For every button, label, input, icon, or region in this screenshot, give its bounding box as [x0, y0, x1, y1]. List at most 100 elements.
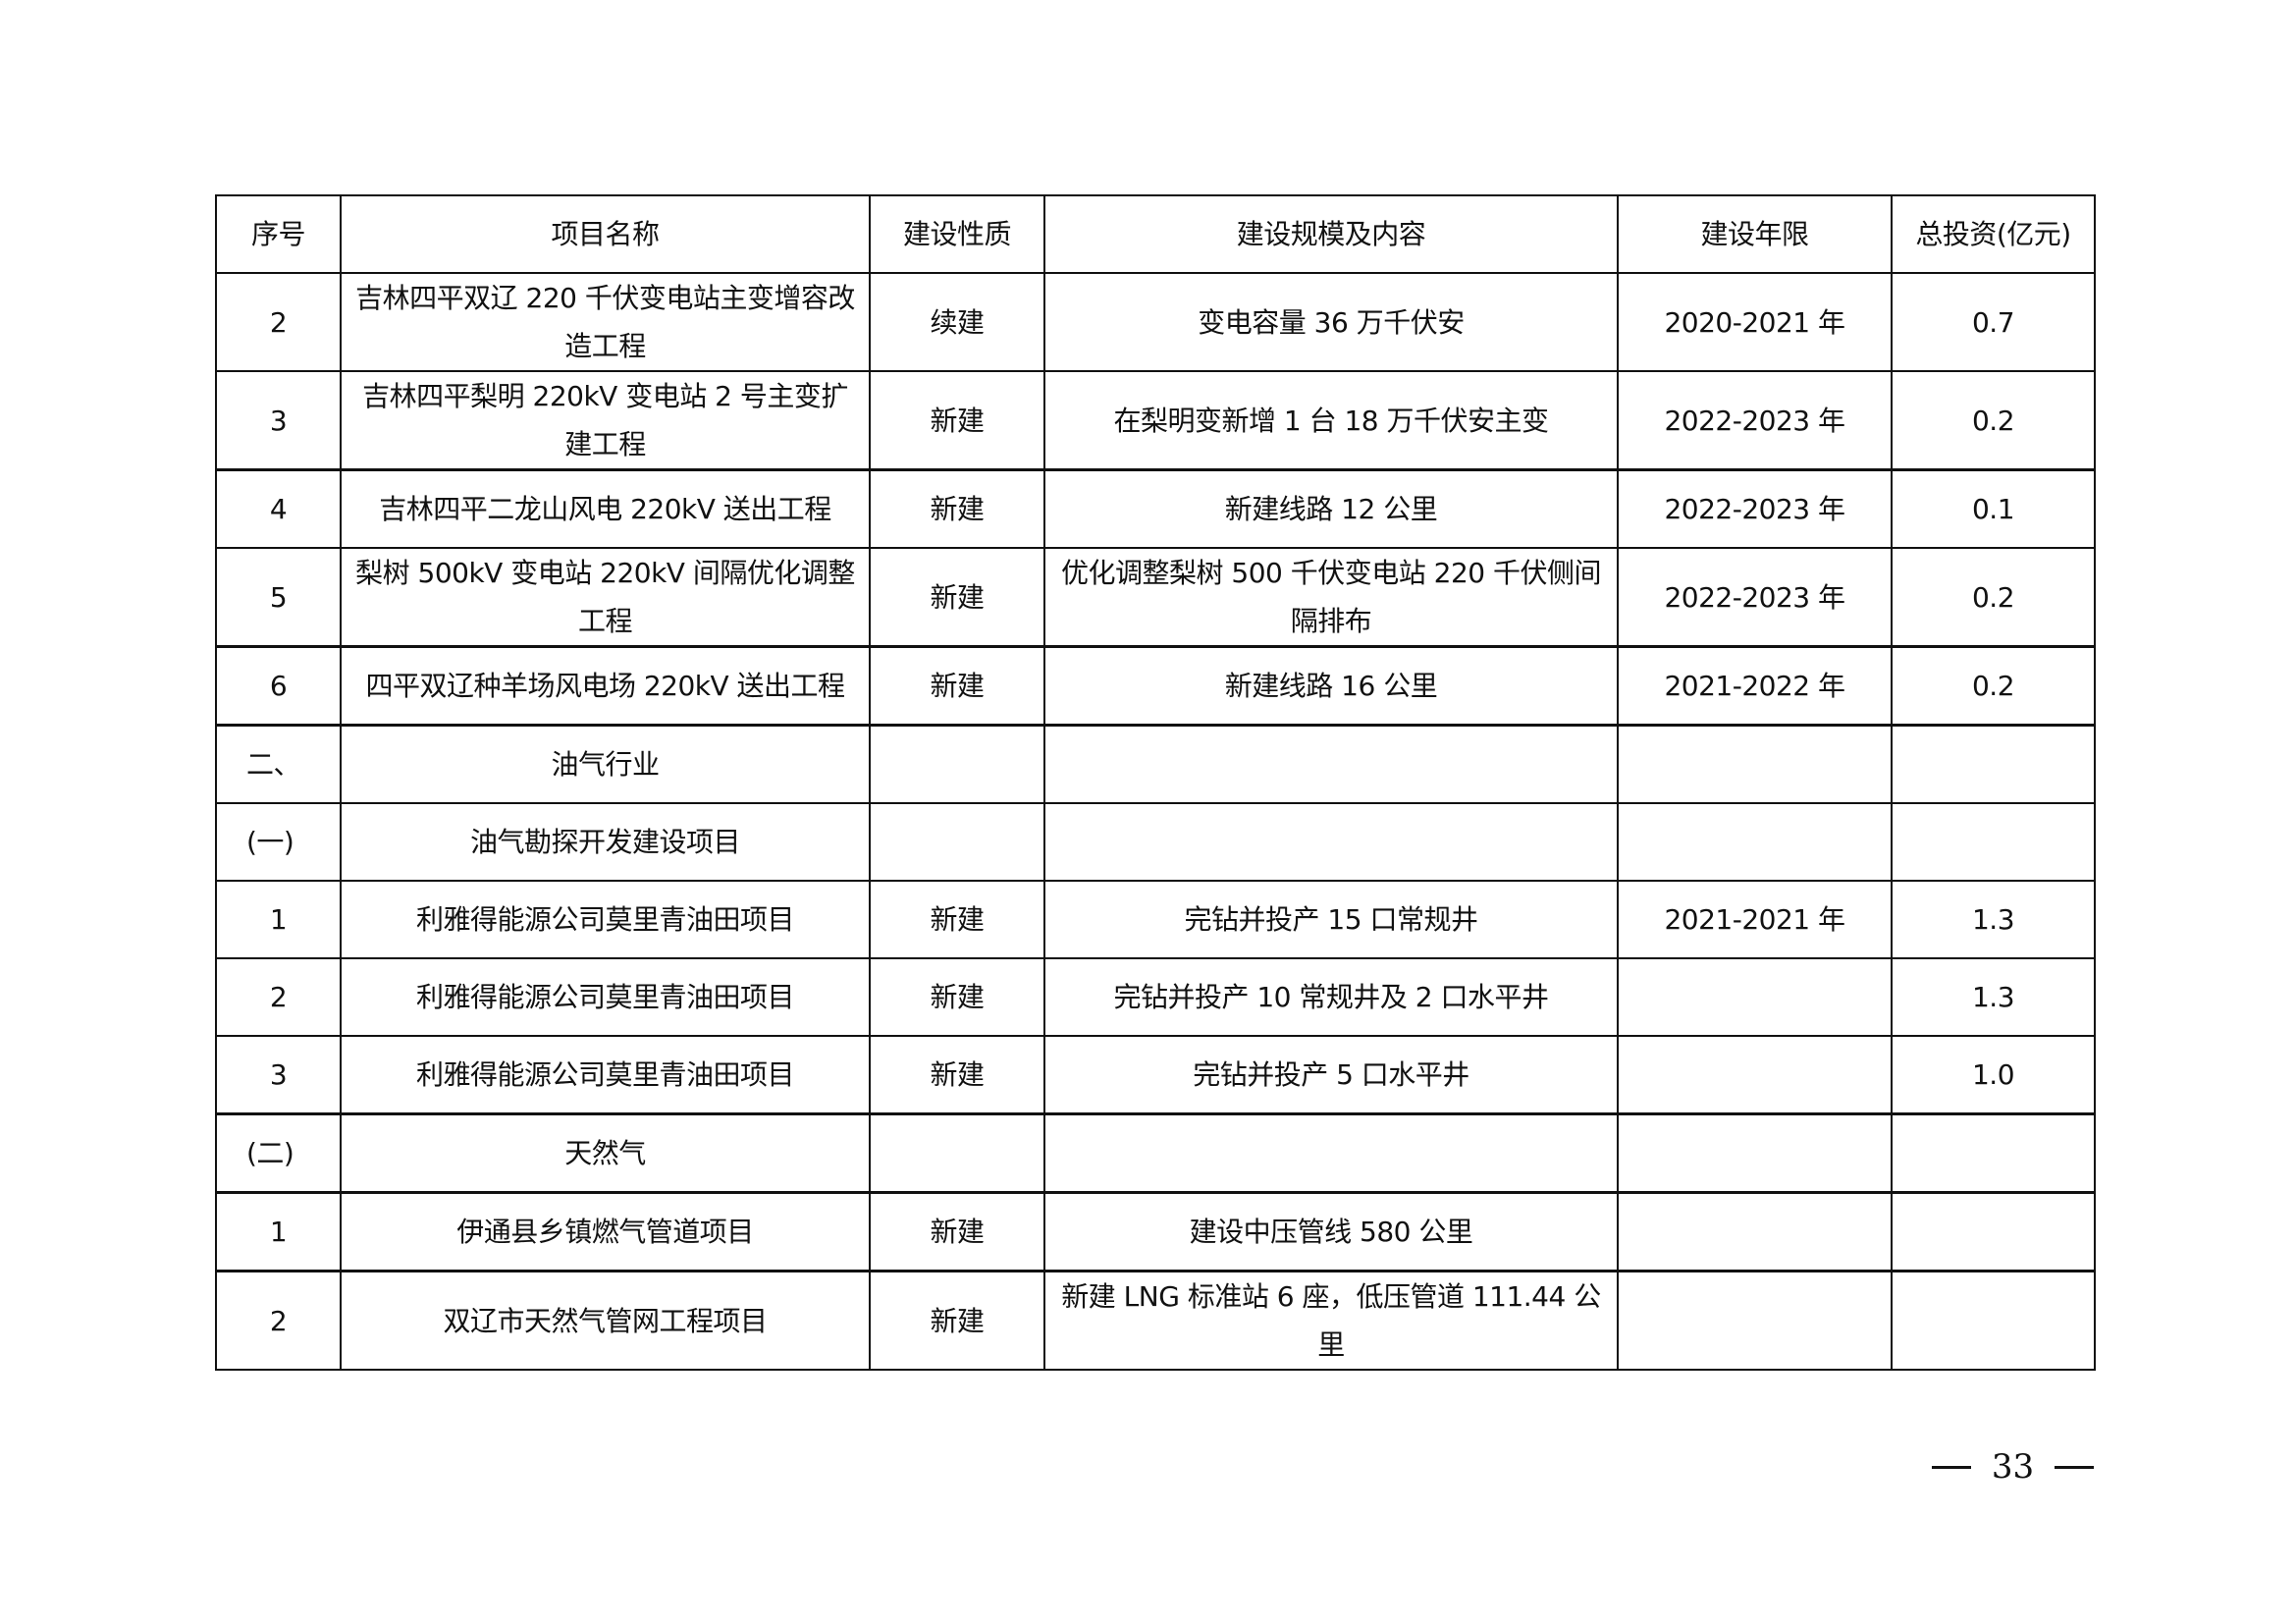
cell-name: 四平双辽种羊场风电场 220kV 送出工程: [340, 645, 871, 727]
cell-investment: 0.2: [1891, 547, 2096, 648]
table-row: 6 四平双辽种羊场风电场 220kV 送出工程 新建 新建线路 16 公里 2021-2…: [215, 645, 2096, 727]
cell-name: 天然气: [340, 1112, 871, 1194]
cell-scale: 新建 LNG 标准站 6 座，低压管道 111.44 公里: [1043, 1270, 1619, 1371]
table-row: 5 梨树 500kV 变电站 220kV 间隔优化调整工程 新建 优化调整梨树 500…: [215, 547, 2096, 648]
cell-nature: [869, 1112, 1045, 1194]
cell-nature: [869, 724, 1045, 804]
cell-investment: [1891, 724, 2096, 804]
cell-period: [1617, 1035, 1893, 1115]
table-row: 2 利雅得能源公司莫里青油田项目 新建 完钻并投产 10 常规井及 2 口水平井 1.3: [215, 957, 2096, 1037]
cell-investment: 1.3: [1891, 957, 2096, 1037]
cell-investment: 0.2: [1891, 370, 2096, 471]
cell-seq: 2: [215, 272, 342, 372]
cell-name: 利雅得能源公司莫里青油田项目: [340, 880, 871, 959]
cell-nature: 新建: [869, 957, 1045, 1037]
cell-name: 利雅得能源公司莫里青油田项目: [340, 957, 871, 1037]
cell-name: 吉林四平双辽 220 千伏变电站主变增容改造工程: [340, 272, 871, 372]
cell-period: 2020-2021 年: [1617, 272, 1893, 372]
cell-seq: 3: [215, 370, 342, 471]
table-row: (二) 天然气: [215, 1112, 2096, 1194]
cell-scale: 新建线路 16 公里: [1043, 645, 1619, 727]
cell-scale: 新建线路 12 公里: [1043, 468, 1619, 549]
cell-scale: 完钻并投产 10 常规井及 2 口水平井: [1043, 957, 1619, 1037]
table-row: 3 利雅得能源公司莫里青油田项目 新建 完钻并投产 5 口水平井 1.0: [215, 1035, 2096, 1115]
cell-seq: 1: [215, 1191, 342, 1272]
cell-period: [1617, 724, 1893, 804]
header-seq: 序号: [215, 194, 342, 274]
cell-scale: 变电容量 36 万千伏安: [1043, 272, 1619, 372]
cell-scale: 完钻并投产 15 口常规井: [1043, 880, 1619, 959]
cell-nature: 新建: [869, 1270, 1045, 1371]
table-header-row: 序号 项目名称 建设性质 建设规模及内容 建设年限 总投资(亿元): [215, 194, 2096, 274]
cell-seq: 6: [215, 645, 342, 727]
cell-period: 2021-2022 年: [1617, 645, 1893, 727]
page-number: 33: [1932, 1447, 2094, 1487]
cell-name: 伊通县乡镇燃气管道项目: [340, 1191, 871, 1272]
cell-name: 利雅得能源公司莫里青油田项目: [340, 1035, 871, 1115]
cell-investment: 0.1: [1891, 468, 2096, 549]
cell-scale: [1043, 724, 1619, 804]
dash-right: [2054, 1465, 2094, 1469]
cell-scale: 完钻并投产 5 口水平井: [1043, 1035, 1619, 1115]
cell-seq: 2: [215, 1270, 342, 1371]
header-investment: 总投资(亿元): [1891, 194, 2096, 274]
cell-scale: [1043, 1112, 1619, 1194]
table-row: 3 吉林四平梨明 220kV 变电站 2 号主变扩建工程 新建 在梨明变新增 1 台 …: [215, 370, 2096, 471]
cell-period: [1617, 957, 1893, 1037]
cell-name: 油气行业: [340, 724, 871, 804]
header-nature: 建设性质: [869, 194, 1045, 274]
cell-name: 吉林四平二龙山风电 220kV 送出工程: [340, 468, 871, 549]
cell-nature: 新建: [869, 645, 1045, 727]
cell-period: [1617, 1191, 1893, 1272]
page-number-text: 33: [1991, 1447, 2035, 1487]
cell-scale: 建设中压管线 580 公里: [1043, 1191, 1619, 1272]
cell-seq: 3: [215, 1035, 342, 1115]
cell-seq: 5: [215, 547, 342, 648]
cell-investment: [1891, 1270, 2096, 1371]
cell-name: 吉林四平梨明 220kV 变电站 2 号主变扩建工程: [340, 370, 871, 471]
header-name: 项目名称: [340, 194, 871, 274]
table-row: 1 伊通县乡镇燃气管道项目 新建 建设中压管线 580 公里: [215, 1191, 2096, 1272]
cell-seq: (二): [215, 1112, 342, 1194]
cell-period: 2022-2023 年: [1617, 370, 1893, 471]
cell-nature: 新建: [869, 1191, 1045, 1272]
cell-investment: 0.7: [1891, 272, 2096, 372]
cell-period: 2021-2021 年: [1617, 880, 1893, 959]
cell-investment: [1891, 802, 2096, 882]
cell-period: [1617, 802, 1893, 882]
table-row: 二、 油气行业: [215, 724, 2096, 804]
dash-left: [1932, 1465, 1971, 1469]
cell-scale: [1043, 802, 1619, 882]
cell-seq: 2: [215, 957, 342, 1037]
cell-seq: 二、: [215, 724, 342, 804]
cell-scale: 优化调整梨树 500 千伏变电站 220 千伏侧间隔排布: [1043, 547, 1619, 648]
table-row: (一) 油气勘探开发建设项目: [215, 802, 2096, 882]
cell-period: 2022-2023 年: [1617, 468, 1893, 549]
table-row: 2 双辽市天然气管网工程项目 新建 新建 LNG 标准站 6 座，低压管道 111.4…: [215, 1270, 2096, 1371]
cell-investment: [1891, 1112, 2096, 1194]
header-scale: 建设规模及内容: [1043, 194, 1619, 274]
cell-nature: 新建: [869, 468, 1045, 549]
cell-nature: 新建: [869, 880, 1045, 959]
cell-name: 梨树 500kV 变电站 220kV 间隔优化调整工程: [340, 547, 871, 648]
cell-scale: 在梨明变新增 1 台 18 万千伏安主变: [1043, 370, 1619, 471]
cell-period: 2022-2023 年: [1617, 547, 1893, 648]
cell-investment: 1.0: [1891, 1035, 2096, 1115]
cell-nature: [869, 802, 1045, 882]
cell-period: [1617, 1112, 1893, 1194]
cell-seq: (一): [215, 802, 342, 882]
cell-investment: [1891, 1191, 2096, 1272]
cell-nature: 新建: [869, 1035, 1045, 1115]
table-row: 2 吉林四平双辽 220 千伏变电站主变增容改造工程 续建 变电容量 36 万千伏安 2…: [215, 272, 2096, 372]
cell-name: 双辽市天然气管网工程项目: [340, 1270, 871, 1371]
cell-name: 油气勘探开发建设项目: [340, 802, 871, 882]
project-table: 序号 项目名称 建设性质 建设规模及内容 建设年限 总投资(亿元) 2 吉林四平双辽 220…: [215, 194, 2096, 1371]
cell-seq: 1: [215, 880, 342, 959]
table-row: 4 吉林四平二龙山风电 220kV 送出工程 新建 新建线路 12 公里 2022-20…: [215, 468, 2096, 549]
cell-seq: 4: [215, 468, 342, 549]
cell-nature: 新建: [869, 370, 1045, 471]
cell-investment: 0.2: [1891, 645, 2096, 727]
cell-nature: 续建: [869, 272, 1045, 372]
cell-investment: 1.3: [1891, 880, 2096, 959]
header-period: 建设年限: [1617, 194, 1893, 274]
